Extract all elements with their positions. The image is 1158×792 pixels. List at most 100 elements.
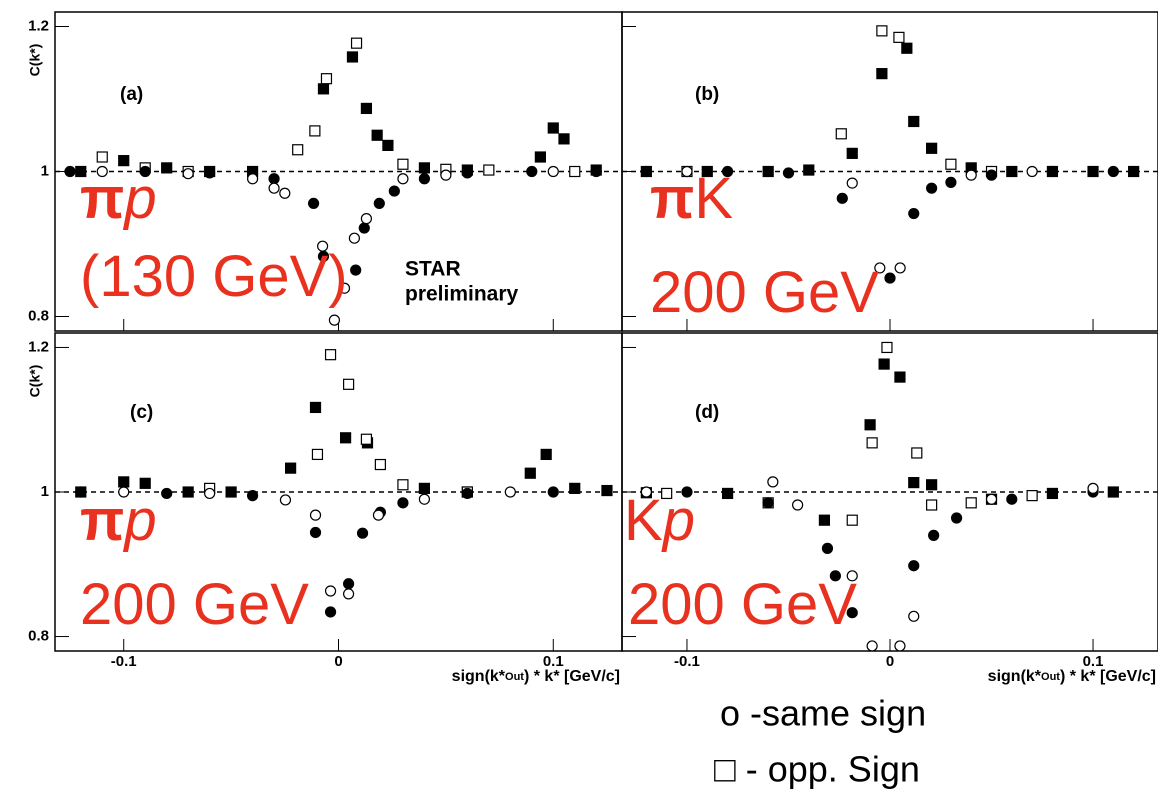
panel-label: (a) xyxy=(120,84,143,105)
panel-label: (d) xyxy=(695,402,719,423)
circle-marker xyxy=(329,315,339,325)
square-marker xyxy=(97,152,107,162)
square-marker xyxy=(894,32,904,42)
panel-particles: Kp xyxy=(624,488,695,553)
y-axis-title: C(k*) xyxy=(27,365,43,398)
square-marker xyxy=(344,379,354,389)
circle-marker xyxy=(1088,483,1098,493)
circle-marker xyxy=(909,611,919,621)
square-marker xyxy=(877,69,887,79)
square-marker xyxy=(535,152,545,162)
circle-marker xyxy=(927,183,937,193)
y-tick-label: 0.8 xyxy=(28,307,49,324)
square-marker xyxy=(763,167,773,177)
circle-marker xyxy=(952,513,962,523)
y-axis-title: C(k*) xyxy=(27,44,43,77)
circle-marker xyxy=(162,488,172,498)
circle-marker xyxy=(419,494,429,504)
square-marker xyxy=(1129,167,1139,177)
circle-marker xyxy=(441,170,451,180)
circle-marker xyxy=(929,530,939,540)
square-marker xyxy=(877,26,887,36)
square-marker xyxy=(570,167,580,177)
circle-marker xyxy=(793,500,803,510)
square-marker xyxy=(909,116,919,126)
circle-marker xyxy=(1108,167,1118,177)
square-marker xyxy=(398,159,408,169)
square-marker xyxy=(140,478,150,488)
square-marker xyxy=(602,486,612,496)
circle-marker xyxy=(248,174,258,184)
square-marker xyxy=(819,515,829,525)
circle-marker xyxy=(763,498,773,508)
square-marker xyxy=(847,515,857,525)
circle-marker xyxy=(462,168,472,178)
square-marker xyxy=(847,148,857,158)
panel-particles: πp xyxy=(80,166,157,231)
circle-marker xyxy=(309,198,319,208)
circle-marker xyxy=(419,174,429,184)
square-marker xyxy=(927,500,937,510)
square-marker xyxy=(352,38,362,48)
panel-energy: 200 GeV xyxy=(650,260,879,325)
circle-marker xyxy=(311,527,321,537)
annotation: STAR xyxy=(405,258,461,281)
circle-marker xyxy=(183,169,193,179)
y-tick-label: 0.8 xyxy=(28,628,49,645)
circle-marker xyxy=(344,579,354,589)
x-axis-title-part: Out xyxy=(1041,671,1060,683)
x-axis-title-part: ) * k* [GeV/c] xyxy=(1060,668,1156,685)
circle-marker xyxy=(326,607,336,617)
particle: p xyxy=(122,166,156,231)
circle-marker xyxy=(205,488,215,498)
square-marker xyxy=(419,163,429,173)
square-marker xyxy=(383,140,393,150)
square-marker xyxy=(570,483,580,493)
square-marker xyxy=(361,434,371,444)
panel-particles: πK xyxy=(650,166,733,231)
circle-marker xyxy=(398,174,408,184)
square-marker xyxy=(525,468,535,478)
square-marker xyxy=(361,103,371,113)
square-marker xyxy=(119,156,129,166)
square-marker xyxy=(1088,167,1098,177)
square-marker xyxy=(326,350,336,360)
square-marker xyxy=(882,342,892,352)
square-marker xyxy=(895,372,905,382)
square-marker xyxy=(1108,487,1118,497)
square-marker xyxy=(548,123,558,133)
circle-marker xyxy=(462,488,472,498)
panel-energy: (130 GeV) xyxy=(80,244,348,309)
square-marker xyxy=(311,402,321,412)
square-marker xyxy=(398,480,408,490)
square-marker xyxy=(226,487,236,497)
y-tick-label: 1.2 xyxy=(28,338,49,355)
circle-marker xyxy=(389,186,399,196)
square-marker xyxy=(347,52,357,62)
square-marker xyxy=(293,145,303,155)
panel-energy: 200 GeV xyxy=(80,572,309,637)
square-marker xyxy=(321,74,331,84)
y-tick-label: 1 xyxy=(41,483,49,500)
square-marker xyxy=(912,448,922,458)
particle: p xyxy=(661,488,695,553)
circle-marker xyxy=(966,170,976,180)
circle-marker xyxy=(344,589,354,599)
annotation: preliminary xyxy=(405,283,519,306)
particle: π xyxy=(650,166,694,231)
circle-marker xyxy=(65,167,75,177)
circle-marker xyxy=(783,168,793,178)
legend-entry: □ - opp. Sign xyxy=(714,749,920,790)
square-marker xyxy=(312,449,322,459)
panel-label: (c) xyxy=(130,402,153,423)
x-tick-label: 0 xyxy=(886,653,894,670)
circle-marker xyxy=(527,167,537,177)
circle-marker xyxy=(351,265,361,275)
square-marker xyxy=(1047,488,1057,498)
figure: o -same sign □ - opp. Sign 0.811.2(a)πp(… xyxy=(0,0,1158,792)
square-marker xyxy=(286,463,296,473)
particle: K xyxy=(694,166,733,231)
square-marker xyxy=(966,498,976,508)
x-axis-title-part: sign(k* xyxy=(452,668,506,685)
circle-marker xyxy=(1027,167,1037,177)
